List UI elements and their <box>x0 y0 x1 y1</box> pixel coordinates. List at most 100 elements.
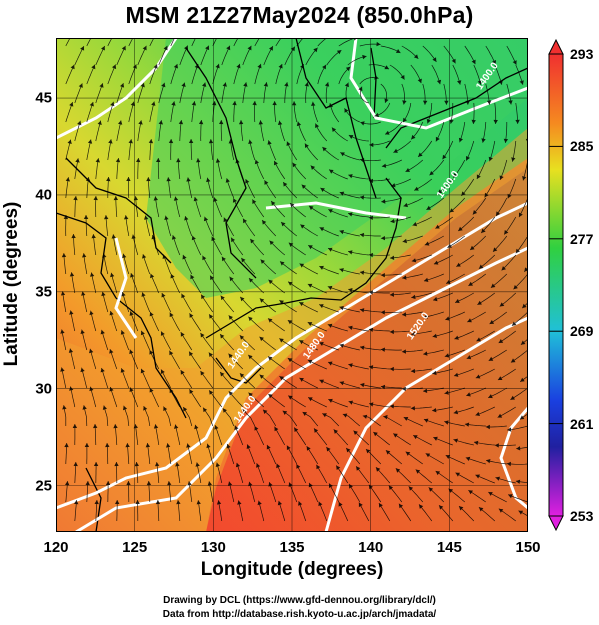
streamline-arrowhead <box>169 350 174 356</box>
streamline-arrowhead <box>319 265 324 270</box>
streamline-arrowhead <box>140 330 145 336</box>
streamline-arrowhead <box>269 46 273 51</box>
streamline-arrowhead <box>389 329 394 335</box>
streamline-arrowhead <box>105 443 110 448</box>
streamline-arrowhead <box>248 139 253 144</box>
streamline-arrowhead <box>113 424 118 429</box>
streamline-arrowhead <box>82 405 87 410</box>
streamline-arrowhead <box>486 100 492 105</box>
streamline-arrowhead <box>413 435 418 440</box>
streamline-arrowhead <box>142 45 147 51</box>
streamline-arrowhead <box>120 83 125 88</box>
streamline-arrowhead <box>481 138 486 143</box>
streamline-arrowhead <box>415 469 421 474</box>
streamline-arrowhead <box>240 296 245 302</box>
streamline-arrowhead <box>60 329 65 334</box>
streamline-arrowhead <box>69 102 74 107</box>
streamline-arrowhead <box>353 430 358 435</box>
streamline-arrowhead <box>259 298 265 303</box>
streamline-arrowhead <box>348 363 353 368</box>
streamline-arrowhead <box>300 64 304 69</box>
streamline-arrowhead <box>125 443 130 448</box>
streamline <box>128 38 134 47</box>
streamline-arrowhead <box>381 163 387 168</box>
streamline-arrowhead <box>158 120 163 125</box>
streamline-arrowhead <box>77 120 82 126</box>
streamline-arrowhead <box>423 314 428 319</box>
streamline-arrowhead <box>507 427 512 432</box>
streamline-arrowhead <box>260 259 265 264</box>
streamline-arrowhead <box>231 237 235 243</box>
colorbar-tick-label: 277 <box>570 230 594 247</box>
streamline-arrowhead <box>359 158 365 163</box>
streamline-arrowhead <box>169 312 174 318</box>
streamline-arrowhead <box>223 217 228 223</box>
streamline-arrowhead <box>395 49 401 53</box>
streamline-arrowhead <box>433 260 439 265</box>
streamline-arrowhead <box>272 101 277 106</box>
streamline-arrowhead <box>279 376 284 381</box>
streamline-arrowhead <box>402 100 407 105</box>
streamline-arrowhead <box>423 418 429 423</box>
x-tick-label: 125 <box>122 539 148 556</box>
streamline-arrowhead <box>368 215 373 220</box>
streamline-arrowhead <box>439 505 444 510</box>
streamline-arrowhead <box>453 438 458 443</box>
streamline-arrowhead <box>93 462 99 466</box>
streamline-arrowhead <box>360 382 365 388</box>
streamline-arrowhead <box>64 443 69 448</box>
streamline-arrowhead <box>60 291 66 296</box>
streamline-arrowhead <box>130 273 135 278</box>
x-tick-label: 150 <box>515 539 541 556</box>
streamline-arrowhead <box>411 134 416 140</box>
streamline-arrowhead <box>60 367 65 372</box>
streamline-arrowhead <box>209 390 214 395</box>
streamline-arrowhead <box>411 331 416 337</box>
warm-region <box>206 158 528 532</box>
streamline-arrowhead <box>102 253 107 258</box>
streamline-arrowhead <box>385 450 391 455</box>
streamline-arrowhead <box>81 291 86 296</box>
streamline-arrowhead <box>358 502 363 508</box>
streamline-arrowhead <box>259 336 264 342</box>
streamline-arrowhead <box>459 506 464 511</box>
streamline-arrowhead <box>134 462 139 467</box>
streamline-arrowhead <box>287 320 293 325</box>
streamline-arrowhead <box>288 395 293 400</box>
streamline-arrowhead <box>391 183 396 188</box>
streamline-arrowhead <box>455 472 460 477</box>
streamline-arrowhead <box>499 302 505 307</box>
streamline-arrowhead <box>249 278 254 283</box>
streamline-arrowhead <box>123 405 128 411</box>
streamline-arrowhead <box>513 285 518 290</box>
streamline-arrowhead <box>385 130 390 135</box>
streamline-arrowhead <box>327 323 333 328</box>
streamline-arrowhead <box>140 368 145 374</box>
streamline-arrowhead <box>207 481 212 486</box>
streamline-arrowhead <box>241 257 246 263</box>
streamline-arrowhead <box>455 298 460 303</box>
streamline-arrowhead <box>190 274 195 280</box>
streamline-arrowhead <box>374 75 379 80</box>
streamline-arrowhead <box>477 300 482 305</box>
colorbar-bottom-arrow <box>548 515 564 532</box>
streamline-arrowhead <box>498 80 503 85</box>
streamline-arrowhead <box>120 368 125 373</box>
streamline-arrowhead <box>294 427 299 432</box>
streamline-arrowhead <box>93 196 98 201</box>
streamline-arrowhead <box>105 481 111 485</box>
streamline-arrowhead <box>348 250 353 255</box>
streamline-arrowhead <box>298 501 303 506</box>
streamline-arrowhead <box>501 266 506 271</box>
streamline-arrowhead <box>478 264 484 269</box>
streamline-arrowhead <box>474 440 479 446</box>
streamline-arrowhead <box>262 220 267 225</box>
streamline-arrowhead <box>328 103 334 108</box>
streamline-arrowhead <box>238 120 244 125</box>
streamline-arrowhead <box>226 444 231 449</box>
streamline-arrowhead <box>153 424 159 429</box>
streamline-arrowhead <box>126 177 131 181</box>
streamline-arrowhead <box>468 281 473 286</box>
streamline-arrowhead <box>274 426 279 432</box>
colorbar-tick-label: 293 <box>570 46 594 62</box>
